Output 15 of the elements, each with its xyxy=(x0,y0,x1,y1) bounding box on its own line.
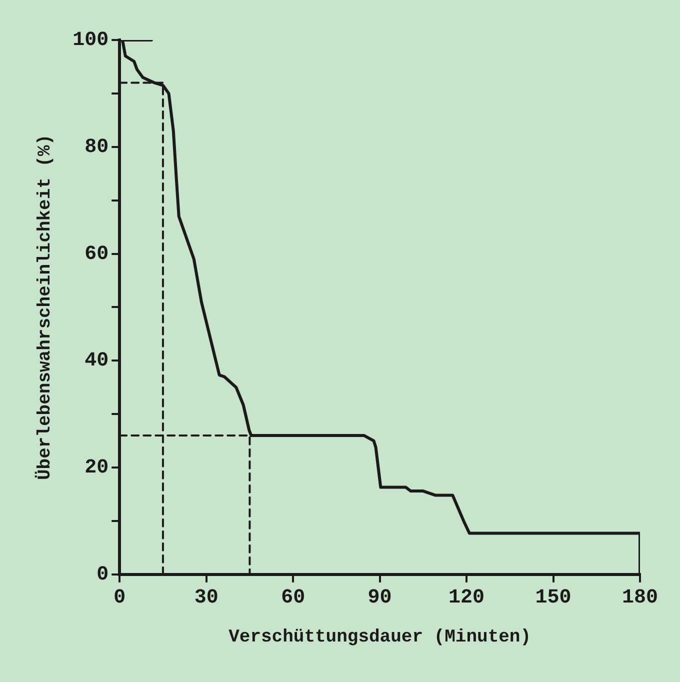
x-tick-label: 30 xyxy=(194,586,218,610)
y-tick-label: 100 xyxy=(72,29,109,52)
y-tick-label: 80 xyxy=(84,136,109,159)
y-tick-label: 40 xyxy=(84,350,109,373)
y-tick-label: 20 xyxy=(84,456,109,480)
x-axis-title: Verschüttungsdauer (Minuten) xyxy=(228,628,532,648)
y-tick-label: 0 xyxy=(96,563,109,586)
x-tick-label: 150 xyxy=(535,586,572,610)
x-tick-label: 120 xyxy=(448,586,485,610)
x-tick-label: 180 xyxy=(622,586,658,610)
y-tick-label: 60 xyxy=(84,242,109,266)
y-axis-title: Überlebenswahrscheinlichkeit (%) xyxy=(34,134,56,480)
x-tick-label: 60 xyxy=(281,586,306,610)
x-tick-label: 0 xyxy=(114,586,126,610)
x-tick-label: 90 xyxy=(368,586,392,610)
